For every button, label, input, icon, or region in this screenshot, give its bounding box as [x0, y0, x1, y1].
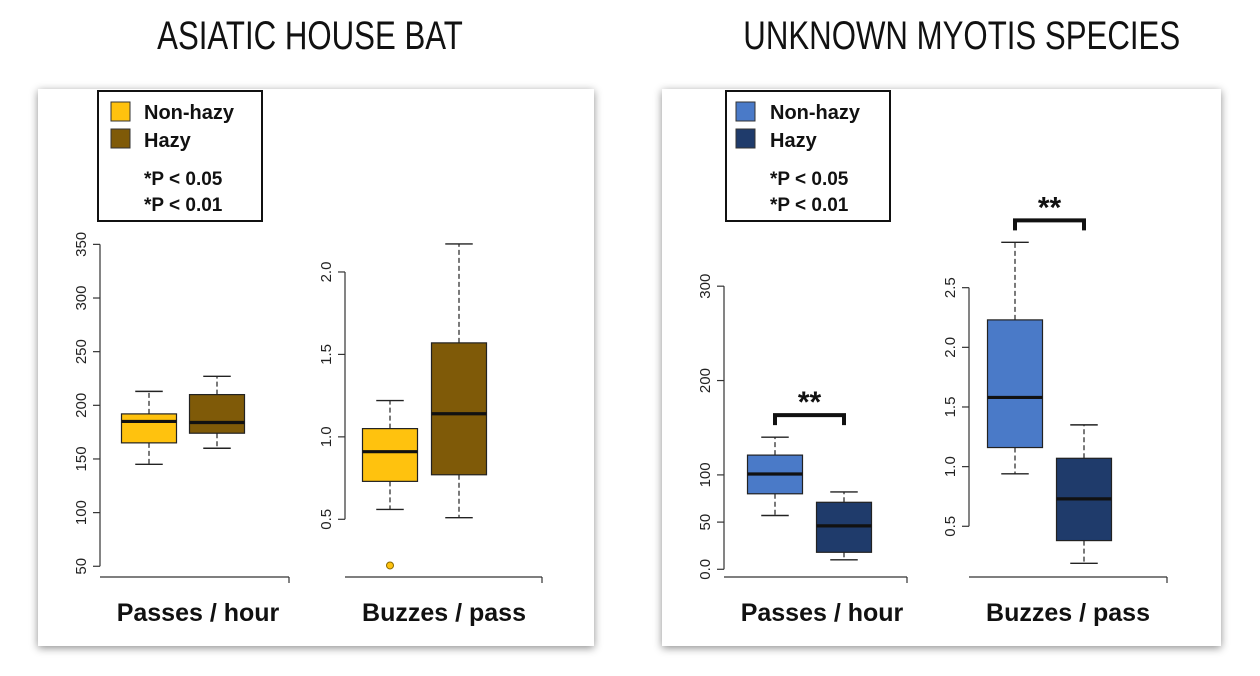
y-tick-label-350: 350: [73, 232, 90, 257]
y-tick-label-1: 1.0: [318, 426, 335, 447]
boxplot-myotis-buzzes: 0.5 1.0 1.5 2.0 2.5 ** Buzzes / pass: [942, 191, 1168, 627]
legend-label-hazy-left: Hazy: [144, 130, 192, 152]
significance-bracket: [1013, 218, 1086, 231]
significance-label: **: [798, 386, 822, 419]
significance-label: **: [1038, 191, 1062, 224]
y-tick-label-2-5: 2.5: [942, 277, 959, 298]
legend-label-hazy-right: Hazy: [770, 130, 818, 152]
legend-label-nonhazy-right: Non-hazy: [770, 102, 861, 124]
x-axis-label: Passes / hour: [117, 599, 280, 627]
legend-note-p01-right: *P < 0.01: [770, 195, 849, 216]
legend-note-p05-left: *P < 0.05: [144, 169, 223, 190]
legend-swatch-nonhazy-right: [735, 101, 756, 122]
box-hazy: [188, 393, 246, 434]
boxplot-asiatic-buzzes: 0.5 1.0 1.5 2.0 Buzzes / pass: [318, 243, 543, 627]
legend-swatch-hazy-right: [735, 128, 756, 149]
y-tick-label-300: 300: [73, 286, 90, 311]
box-non-hazy: [120, 413, 178, 444]
y-tick-label-150: 150: [73, 446, 90, 471]
y-tick-label-200: 200: [73, 393, 90, 418]
y-tick-label-2: 2.0: [942, 337, 959, 358]
x-axis-label: Buzzes / pass: [986, 599, 1150, 627]
chart-svg-right: Non-hazy Hazy *P < 0.05 *P < 0.01 0.0 50 1…: [697, 90, 1168, 627]
y-tick-label-200: 200: [697, 368, 714, 393]
significance-bracket: [773, 413, 846, 426]
box-non-hazy: [361, 428, 419, 482]
chart-frame-right: Non-hazy Hazy *P < 0.05 *P < 0.01 0.0 50 1…: [662, 89, 1221, 646]
x-axis-label: Buzzes / pass: [362, 599, 526, 627]
y-tick-label-300: 300: [697, 274, 714, 299]
y-tick-label-0-5: 0.5: [318, 509, 335, 530]
y-tick-label-250: 250: [73, 339, 90, 364]
boxplot-asiatic-passes: 50 100 150 200 250 300 350 Passes / hour: [73, 232, 290, 627]
y-tick-label-50: 50: [73, 558, 90, 575]
y-tick-label-50: 50: [697, 514, 714, 531]
legend-note-p05-right: *P < 0.05: [770, 169, 849, 190]
y-tick-label-2: 2.0: [318, 262, 335, 283]
legend-note-p01-left: *P < 0.01: [144, 195, 223, 216]
y-tick-label-100: 100: [73, 500, 90, 525]
y-tick-label-1: 1.0: [942, 456, 959, 477]
legend-box-left: Non-hazy Hazy *P < 0.05 *P < 0.01: [97, 90, 263, 222]
box-hazy: [430, 342, 488, 476]
legend-swatch-nonhazy-left: [110, 101, 131, 122]
panel-title-right: UNKNOWN MYOTIS SPECIES: [743, 14, 1181, 58]
y-tick-label-1-5: 1.5: [942, 397, 959, 418]
x-axis-label: Passes / hour: [741, 599, 904, 627]
legend-box-right: Non-hazy Hazy *P < 0.05 *P < 0.01: [725, 90, 891, 222]
y-tick-label-1-5: 1.5: [318, 344, 335, 365]
panel-title-left: ASIATIC HOUSE BAT: [157, 14, 463, 58]
chart-svg-left: Non-hazy Hazy *P < 0.05 *P < 0.01 50 100 1…: [73, 90, 543, 627]
legend-label-nonhazy-left: Non-hazy: [144, 102, 235, 124]
y-tick-label-0-5: 0.5: [942, 516, 959, 537]
y-tick-label-100: 100: [697, 462, 714, 487]
box-non-hazy: [986, 319, 1044, 449]
chart-frame-left: Non-hazy Hazy *P < 0.05 *P < 0.01 50 100 1…: [38, 89, 594, 646]
boxplot-myotis-passes: 0.0 50 100 200 300 ** Passes / hour: [697, 274, 908, 627]
y-tick-label-0: 0.0: [697, 559, 714, 580]
outlier-non-hazy-0: [386, 561, 394, 570]
legend-swatch-hazy-left: [110, 128, 131, 149]
